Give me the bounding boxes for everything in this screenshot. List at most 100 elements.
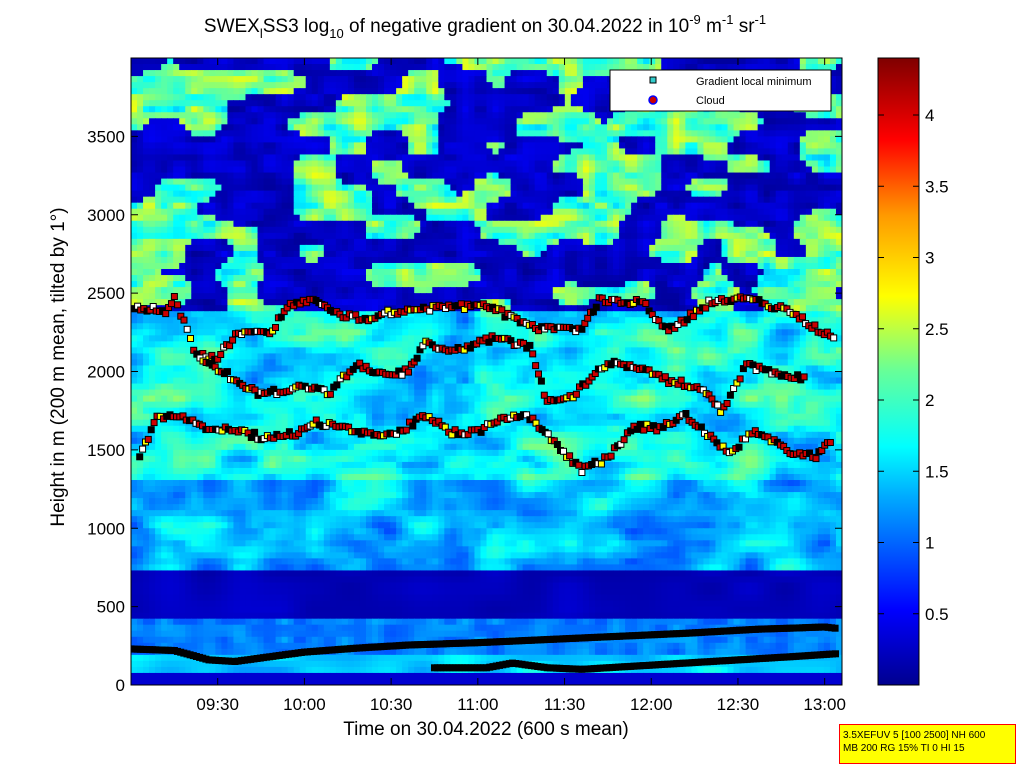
heatmap-cell — [450, 124, 457, 131]
heatmap-cell — [264, 94, 271, 101]
heatmap-cell — [794, 185, 801, 192]
heatmap-cell — [631, 112, 638, 119]
heatmap-cell — [336, 130, 343, 137]
heatmap-cell — [294, 233, 301, 240]
heatmap-cell — [137, 287, 144, 294]
heatmap-cell — [824, 197, 831, 204]
heatmap-cell — [511, 154, 518, 161]
heatmap-cell — [294, 275, 301, 282]
heatmap-cell — [167, 82, 174, 89]
heatmap-cell — [631, 142, 638, 149]
heatmap-cell — [432, 124, 439, 131]
heatmap-cell — [818, 203, 825, 210]
heatmap-cell — [625, 58, 632, 65]
heatmap-cell — [559, 124, 566, 131]
heatmap-cell — [691, 275, 698, 282]
heatmap-cell — [252, 299, 259, 306]
heatmap-cell — [613, 275, 620, 282]
heatmap-cell — [505, 160, 512, 167]
heatmap-cell — [746, 136, 753, 143]
heatmap-cell — [300, 88, 307, 95]
heatmap-cell — [794, 239, 801, 246]
heatmap-cell — [800, 191, 807, 198]
heatmap-cell — [336, 76, 343, 83]
heatmap-cell — [782, 136, 789, 143]
heatmap-cell — [378, 76, 385, 83]
heatmap-cell — [179, 251, 186, 258]
heatmap-cell — [583, 112, 590, 119]
heatmap-cell — [239, 64, 246, 71]
heatmap-cell — [511, 203, 518, 210]
heatmap-cell — [155, 88, 162, 95]
heatmap-cell — [764, 245, 771, 252]
heatmap-cell — [601, 94, 608, 101]
heatmap-cell — [288, 179, 295, 186]
heatmap-cell — [583, 203, 590, 210]
heatmap-cell — [426, 167, 433, 174]
heatmap-cell — [342, 185, 349, 192]
heatmap-cell — [468, 197, 475, 204]
heatmap-cell — [155, 227, 162, 234]
heatmap-cell — [408, 100, 415, 107]
heatmap-cell — [173, 191, 180, 198]
heatmap-cell — [776, 197, 783, 204]
heatmap-cell — [342, 257, 349, 264]
heatmap-cell — [800, 124, 807, 131]
heatmap-cell — [276, 227, 283, 234]
heatmap-cell — [812, 275, 819, 282]
heatmap-cell — [312, 233, 319, 240]
heatmap-cell — [583, 58, 590, 65]
heatmap-cell — [547, 94, 554, 101]
heatmap-cell — [402, 94, 409, 101]
heatmap-cell — [426, 293, 433, 300]
heatmap-cell — [595, 257, 602, 264]
heatmap-cell — [167, 287, 174, 294]
heatmap-cell — [746, 185, 753, 192]
heatmap-cell — [288, 82, 295, 89]
heatmap-cell — [529, 64, 536, 71]
heatmap-cell — [137, 112, 144, 119]
heatmap-cell — [348, 136, 355, 143]
heatmap-cell — [770, 130, 777, 137]
heatmap-cell — [456, 76, 463, 83]
heatmap-cell — [830, 239, 837, 246]
heatmap-cell — [384, 221, 391, 228]
heatmap-cell — [342, 275, 349, 282]
heatmap-cell — [402, 82, 409, 89]
heatmap-cell — [619, 142, 626, 149]
heatmap-cell — [776, 136, 783, 143]
heatmap-cell — [390, 64, 397, 71]
heatmap-cell — [414, 263, 421, 270]
heatmap-cell — [571, 100, 578, 107]
heatmap-cell — [282, 221, 289, 228]
heatmap-cell — [812, 167, 819, 174]
heatmap-cell — [655, 154, 662, 161]
heatmap-cell — [800, 142, 807, 149]
heatmap-cell — [595, 281, 602, 288]
heatmap-cell — [312, 251, 319, 258]
heatmap-cell — [721, 124, 728, 131]
heatmap-cell — [643, 257, 650, 264]
heatmap-cell — [270, 263, 277, 270]
heatmap-cell — [149, 82, 156, 89]
heatmap-cell — [649, 221, 656, 228]
heatmap-cell — [354, 197, 361, 204]
heatmap-cell — [595, 142, 602, 149]
heatmap-cell — [691, 136, 698, 143]
heatmap-cell — [264, 124, 271, 131]
heatmap-cell — [673, 215, 680, 222]
heatmap-cell — [191, 100, 198, 107]
heatmap-cell — [372, 64, 379, 71]
heatmap-cell — [721, 148, 728, 155]
heatmap-cell — [209, 88, 216, 95]
heatmap-cell — [715, 287, 722, 294]
heatmap-cell — [794, 245, 801, 252]
heatmap-cell — [462, 239, 469, 246]
heatmap-cell — [734, 130, 741, 137]
heatmap-cell — [715, 227, 722, 234]
heatmap-cell — [764, 179, 771, 186]
heatmap-cell — [703, 251, 710, 258]
heatmap-cell — [487, 239, 494, 246]
heatmap-cell — [728, 215, 735, 222]
heatmap-cell — [462, 106, 469, 113]
